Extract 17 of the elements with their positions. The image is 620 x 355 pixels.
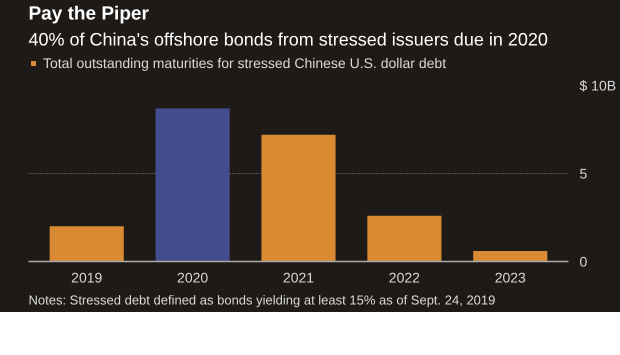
y-tick-label: 0 <box>580 254 588 270</box>
y-tick-label: $ 10B <box>580 78 616 94</box>
bar <box>50 226 124 262</box>
bar <box>473 250 548 262</box>
chart-title: Pay the Piper <box>28 4 150 24</box>
x-tick-label: 2022 <box>388 270 420 286</box>
x-tick-label: 2023 <box>494 270 526 286</box>
text: Notes: Stressed debt defined as bonds yielding at least 15% as of Sept. 24, 2019 <box>28 292 496 308</box>
x-tick-label: 2019 <box>71 270 103 286</box>
x-tick-label: 2021 <box>282 270 314 286</box>
x-tick-label: 2020 <box>177 270 208 286</box>
bar <box>367 216 442 262</box>
legend-label: Total outstanding maturities for stressed Chinese U.S. dollar debt <box>43 55 446 71</box>
y-tick-label: 5 <box>580 166 588 182</box>
bar <box>261 134 336 262</box>
bar <box>156 108 230 262</box>
chart-subtitle: 40% of China's offshore bonds from stressed issuers due in 2020 <box>28 30 548 50</box>
